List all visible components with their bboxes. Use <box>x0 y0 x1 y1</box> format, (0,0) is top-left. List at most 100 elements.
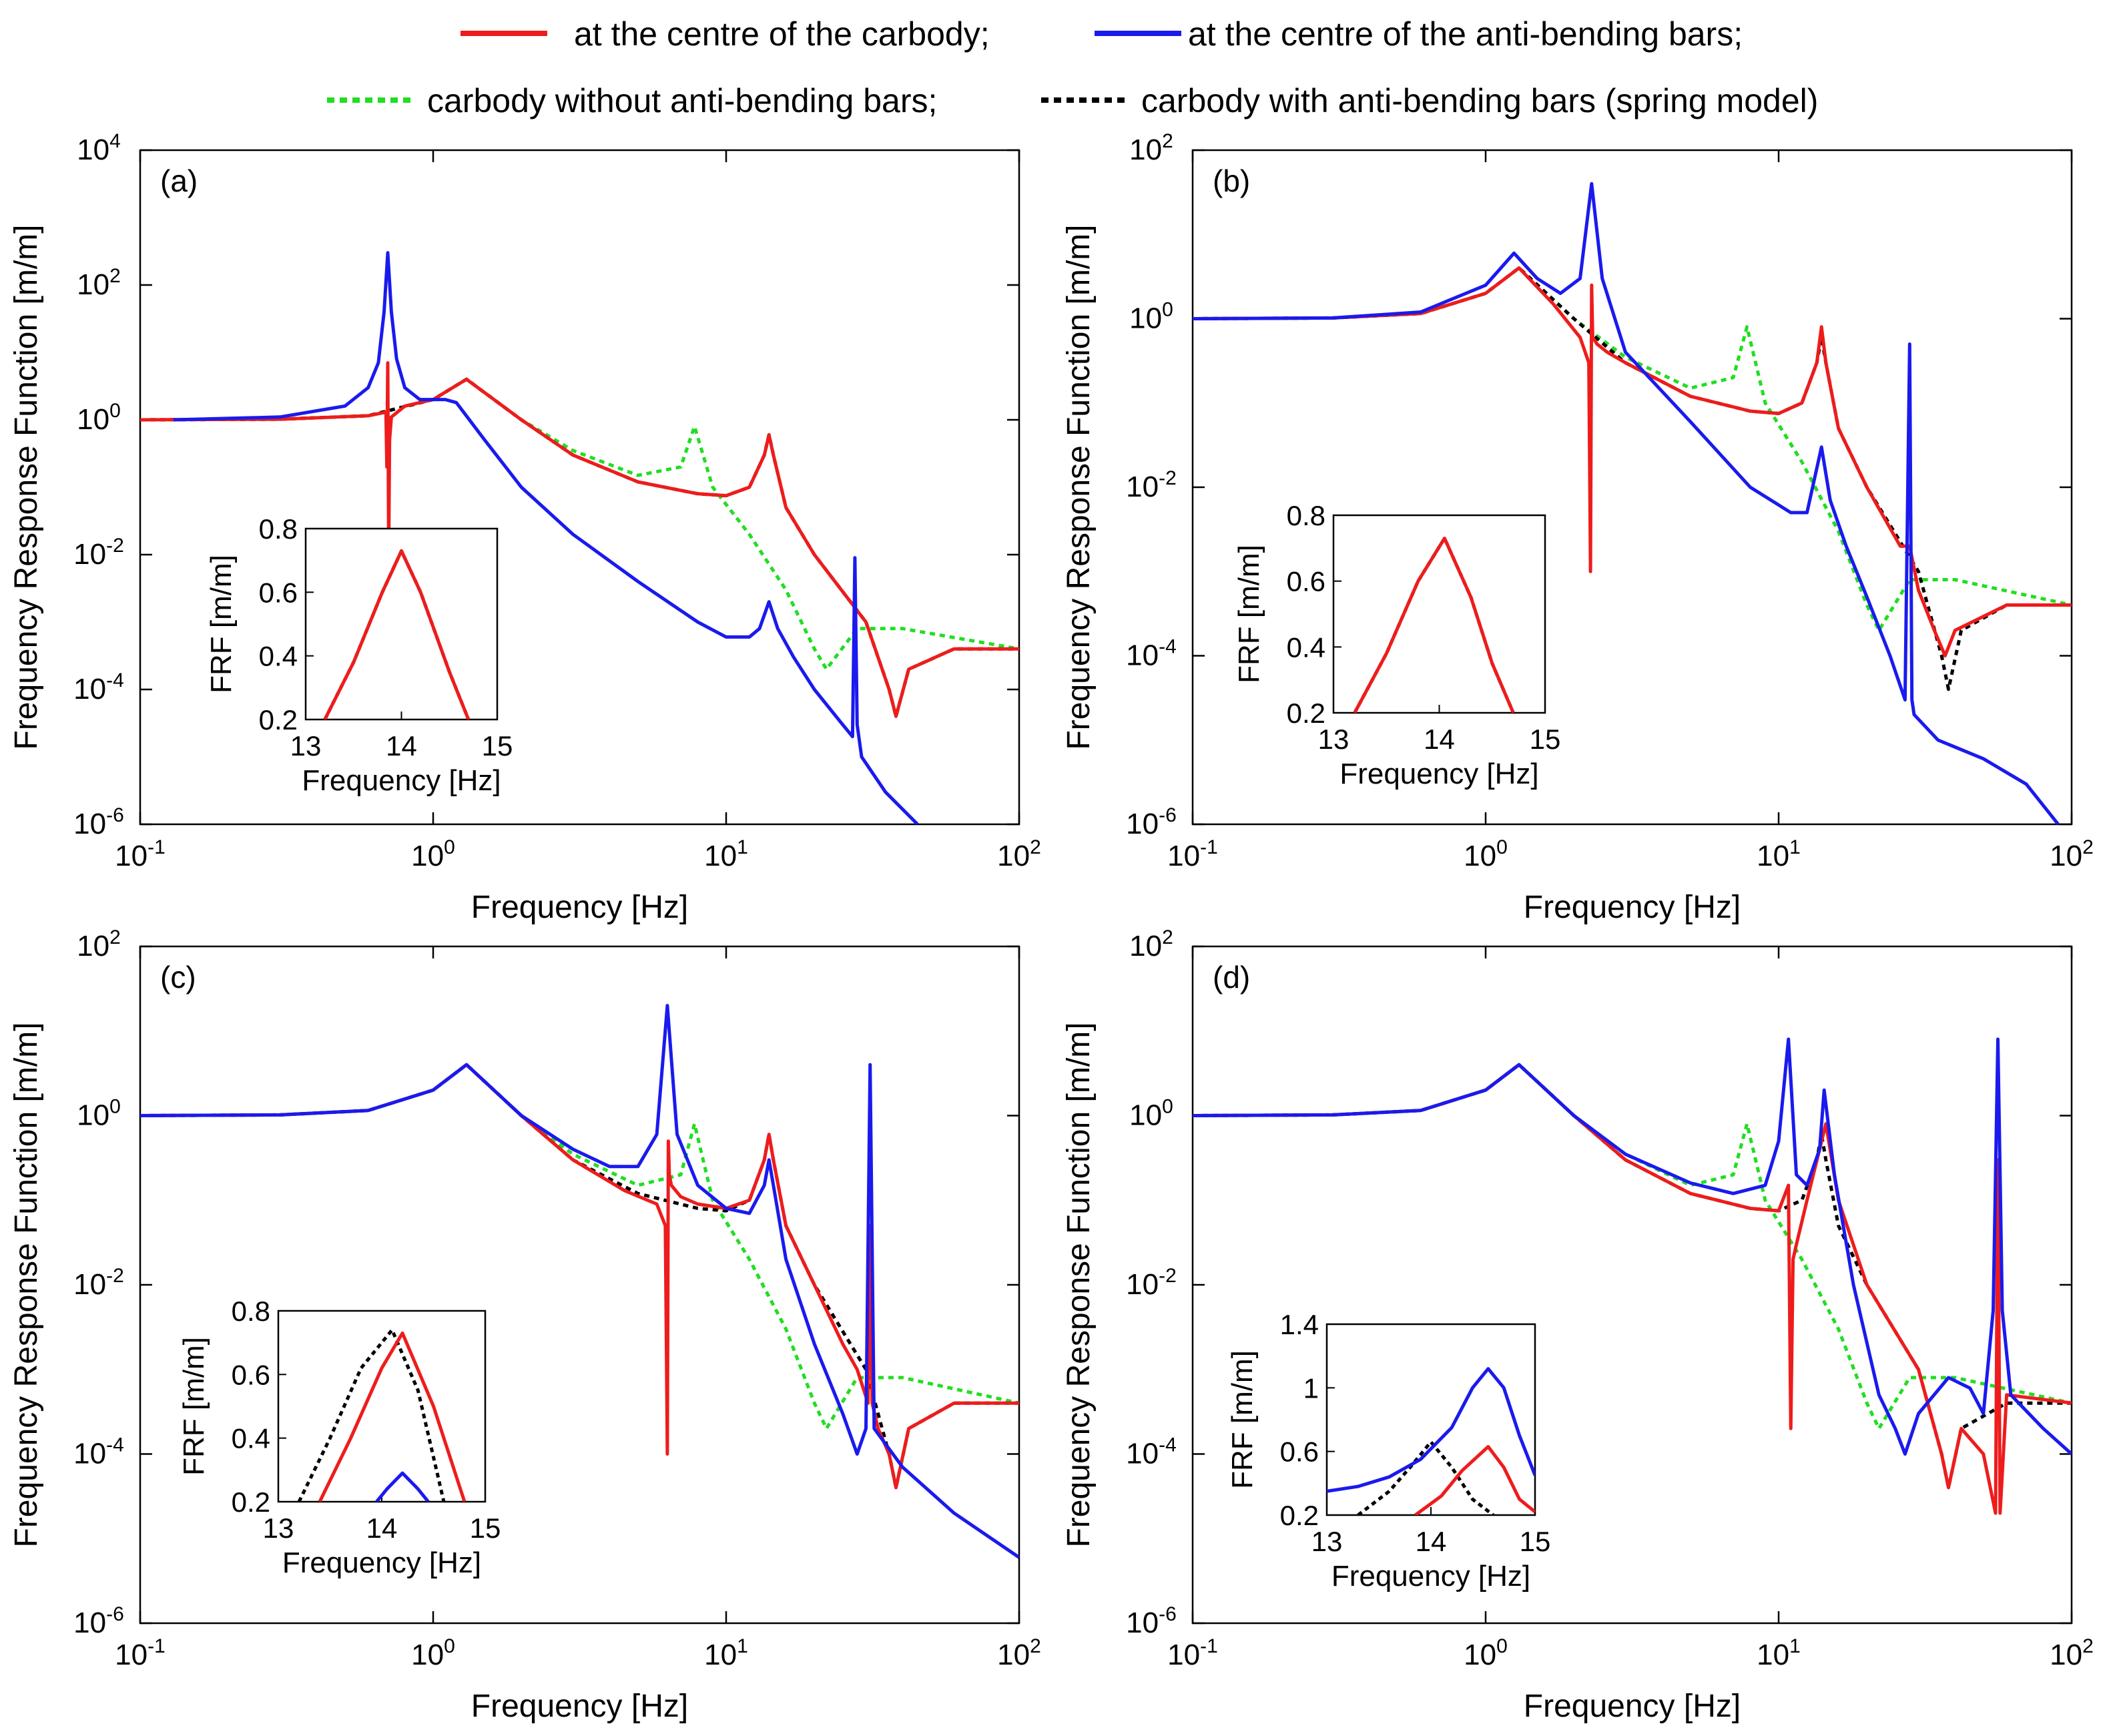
series-line-no_bars <box>140 1063 1019 1430</box>
inset-y-tick-label: 0.4 <box>232 1423 270 1454</box>
panel-c: 10-1 100 101 102 10-6 10-4 10-2 100 102 Frequency… <box>9 926 1041 1724</box>
inset-y-tick-label: 0.6 <box>1280 1436 1319 1468</box>
y-tick-label: 10-2 <box>1126 467 1177 503</box>
y-tick-label: 10-4 <box>73 669 124 705</box>
legend-label-no_bars: carbody without anti-bending bars; <box>427 82 937 119</box>
x-tick-label: 10-1 <box>115 1635 166 1671</box>
panel-a: 10-1 100 101 102 10-6 10-4 10-2 100 102 104 Freque… <box>9 130 1041 925</box>
series-line-spring_model <box>1193 1063 2072 1490</box>
inset: 13 14 15 0.2 0.4 0.6 0.8 Frequency [Hz] FRF [m/m… <box>178 1295 501 1579</box>
panel-label: (a) <box>160 164 198 198</box>
inset-x-tick-label: 15 <box>1520 1526 1551 1557</box>
inset-y-tick-label: 0.2 <box>232 1486 270 1518</box>
inset-y-tick-label: 0.4 <box>1287 631 1325 663</box>
series-line-bars_centre <box>1193 182 2060 824</box>
series-line-carbody_centre <box>140 1063 1019 1490</box>
inset-x-tick-label: 13 <box>1318 724 1349 755</box>
legend-label-carbody_centre: at the centre of the carbody; <box>574 15 990 53</box>
y-axis-label: Frequency Response Function [m/m] <box>1061 1022 1097 1547</box>
x-axis-label: Frequency [Hz] <box>1524 890 1741 925</box>
inset-x-tick-label: 15 <box>482 730 513 762</box>
axes-frame <box>1191 945 2073 1625</box>
panel-label: (c) <box>160 960 196 994</box>
inset-x-tick-label: 15 <box>470 1512 501 1544</box>
series-line-bars_centre <box>1193 1037 2072 1456</box>
series-line-bars_centre <box>173 251 919 824</box>
y-axis-label: Frequency Response Function [m/m] <box>9 1022 44 1547</box>
inset-y-tick-label: 0.6 <box>259 577 298 608</box>
series-line-carbody_centre <box>140 361 1019 718</box>
inset-series-group <box>1353 537 1515 713</box>
inset-series-line-carbody_centre <box>1414 1445 1535 1515</box>
inset-x-tick-label: 13 <box>290 730 322 762</box>
inset-x-axis-label: Frequency [Hz] <box>302 764 501 797</box>
inset-y-tick-label: 0.8 <box>232 1295 270 1327</box>
inset-x-tick-label: 14 <box>386 730 417 762</box>
y-tick-label: 102 <box>77 265 121 301</box>
y-tick-label: 102 <box>77 926 121 962</box>
inset-series-line-spring_model <box>297 1328 446 1502</box>
inset-frame <box>1325 1323 1536 1516</box>
y-tick-label: 10-6 <box>73 1603 124 1639</box>
y-axis-label: Frequency Response Function [m/m] <box>1061 224 1097 750</box>
series-line-spring_model <box>140 1063 1019 1490</box>
x-tick-label: 102 <box>997 836 1041 872</box>
inset-series-group <box>1327 1367 1535 1515</box>
series-group <box>140 1004 1019 1559</box>
inset-x-tick-label: 14 <box>366 1512 398 1544</box>
inset-series-line-carbody_centre <box>1353 537 1515 713</box>
x-tick-label: 101 <box>704 836 748 872</box>
inset-x-tick-label: 15 <box>1530 724 1561 755</box>
series-line-spring_model <box>1193 266 2072 691</box>
y-tick-label: 10-6 <box>73 804 124 840</box>
x-tick-label: 10-1 <box>1167 1635 1218 1671</box>
y-tick-label: 10-6 <box>1126 804 1177 840</box>
inset-x-tick-label: 14 <box>1424 724 1455 755</box>
panel-b: 10-1 100 101 102 10-6 10-4 10-2 100 102 Frequency… <box>1061 130 2094 925</box>
inset-y-tick-label: 0.6 <box>1287 566 1325 597</box>
inset-x-tick-label: 13 <box>263 1512 294 1544</box>
inset-frame <box>304 527 499 721</box>
y-tick-label: 100 <box>77 400 121 436</box>
y-tick-label: 104 <box>77 130 121 166</box>
x-tick-label: 10-1 <box>115 836 166 872</box>
x-tick-label: 102 <box>2050 1635 2094 1671</box>
inset-y-axis-label: FRF [m/m] <box>1226 1350 1259 1489</box>
x-tick-label: 100 <box>411 836 455 872</box>
x-tick-label: 101 <box>1757 836 1801 872</box>
inset: 13 14 15 0.2 0.4 0.6 0.8 Frequency [Hz] FRF [m/m… <box>1233 500 1560 790</box>
inset-series-group <box>297 1328 467 1502</box>
inset-x-axis-label: Frequency [Hz] <box>1339 758 1538 790</box>
inset: 13 14 15 0.2 0.6 1 1.4 Frequency [Hz] FRF [m/m] <box>1226 1309 1550 1593</box>
inset-y-tick-label: 0.2 <box>1280 1500 1319 1531</box>
series-group <box>140 251 1019 824</box>
legend: at the centre of the carbody; at the cent… <box>327 15 1818 119</box>
x-tick-label: 10-1 <box>1167 836 1218 872</box>
inset-series-line-spring_model <box>1357 1440 1495 1515</box>
inset-y-tick-label: 0.6 <box>232 1359 270 1390</box>
x-tick-label: 101 <box>1757 1635 1801 1671</box>
panel-label: (b) <box>1213 164 1250 198</box>
y-tick-label: 102 <box>1129 926 1173 962</box>
inset-y-tick-label: 0.2 <box>1287 697 1325 729</box>
y-tick-label: 100 <box>1129 299 1173 335</box>
y-tick-label: 10-6 <box>1126 1603 1177 1639</box>
y-tick-label: 10-4 <box>1126 1434 1177 1470</box>
x-axis-label: Frequency [Hz] <box>471 890 688 925</box>
x-tick-label: 100 <box>1464 1635 1508 1671</box>
series-group <box>1193 182 2072 824</box>
y-tick-label: 10-2 <box>73 1265 124 1301</box>
inset-frame <box>277 1310 487 1503</box>
inset-x-tick-label: 14 <box>1416 1526 1447 1557</box>
inset-x-axis-label: Frequency [Hz] <box>282 1546 481 1579</box>
series-line-no_bars <box>1193 1063 2072 1430</box>
series-line-carbody_centre <box>1193 266 2072 657</box>
y-tick-label: 102 <box>1129 130 1173 166</box>
inset-y-axis-label: FRF [m/m] <box>178 1337 210 1476</box>
x-axis-label: Frequency [Hz] <box>471 1689 688 1724</box>
panel-label: (d) <box>1213 960 1250 994</box>
inset-y-tick-label: 1.4 <box>1280 1309 1319 1340</box>
series-line-carbody_centre <box>1193 1063 2072 1515</box>
y-tick-label: 10-2 <box>73 535 124 571</box>
inset-x-axis-label: Frequency [Hz] <box>1331 1560 1530 1593</box>
